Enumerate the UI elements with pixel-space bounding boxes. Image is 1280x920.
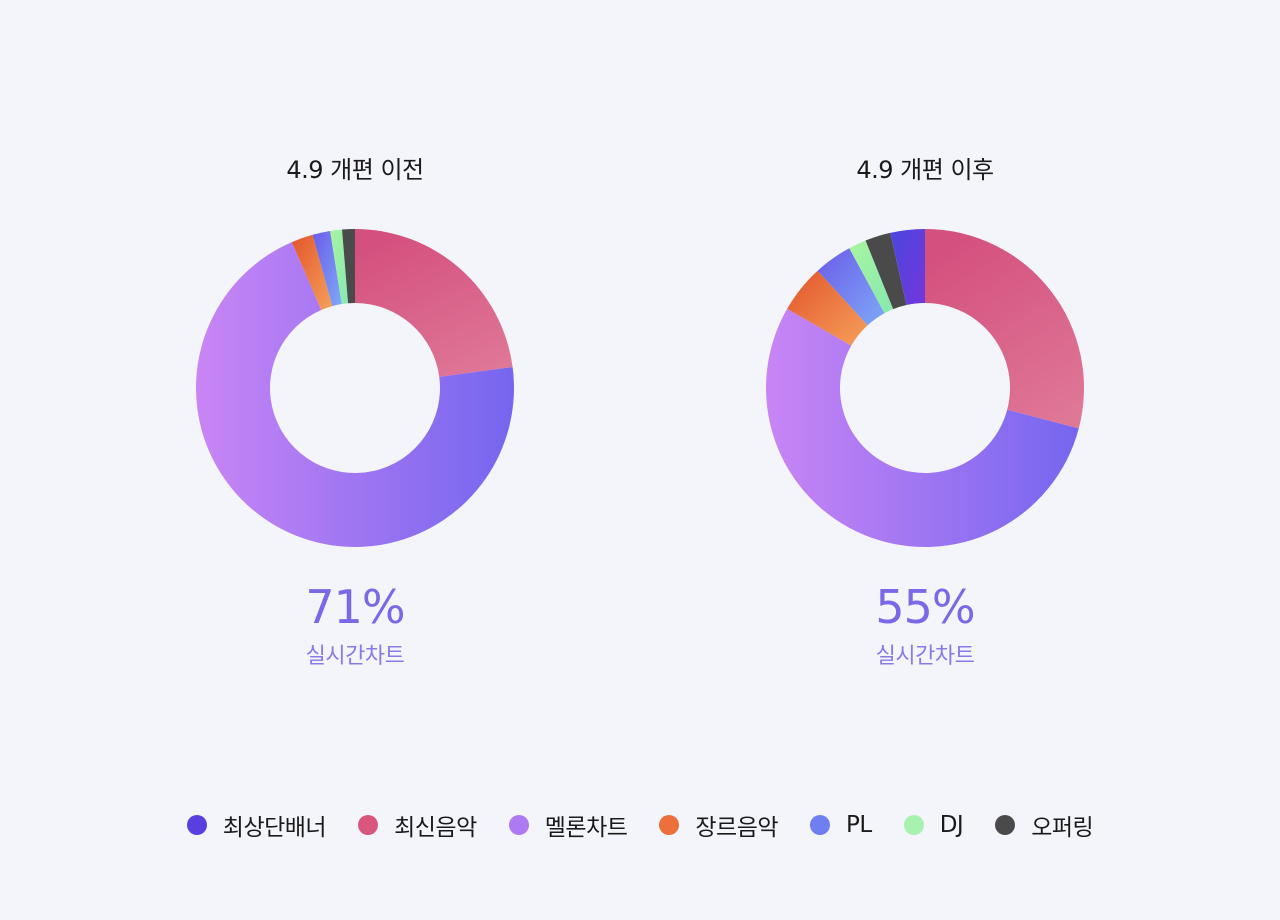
legend-item-offering: 오퍼링 (995, 808, 1094, 842)
chart-title: 4.9 개편 이전 (286, 156, 424, 184)
highlight-percentage: 55% (875, 580, 975, 634)
segment-genre-music (787, 270, 868, 346)
chart-before: 4.9 개편 이전 71% 실시간차트 (175, 150, 535, 670)
segment-top-banner (890, 229, 925, 306)
legend: 최상단배너 최신음악 멜론차트 장르음악 PL DJ 오퍼링 (0, 808, 1280, 842)
highlight-label: 실시간차트 (305, 644, 405, 669)
legend-item-latest-music: 최신음악 (358, 808, 477, 842)
segment-latest-music (355, 229, 513, 377)
legend-dot-icon (810, 815, 831, 835)
segment-genre-music (291, 234, 333, 310)
segment-dj (849, 240, 894, 314)
legend-dot-icon (659, 815, 680, 835)
legend-item-melon-chart: 멜론차트 (508, 808, 628, 842)
legend-item-top-banner: 최상단배너 (186, 808, 327, 842)
segment-melon-chart (195, 242, 514, 547)
segment-melon-chart (766, 308, 1079, 547)
legend-item-genre-music: 장르음악 (659, 808, 779, 842)
legend-dot-icon (358, 815, 379, 835)
chart-after: 4.9 개편 이후 55% 실시간차트 (745, 150, 1105, 670)
segment-offering (865, 232, 907, 310)
legend-dot-icon (903, 815, 924, 835)
donut-chart-before (195, 229, 514, 547)
legend-dot-icon (508, 815, 529, 835)
legend-item-dj: DJ (903, 812, 964, 838)
segment-offering (342, 229, 355, 304)
chart-title: 4.9 개편 이후 (856, 156, 994, 184)
legend-dot-icon (186, 815, 207, 835)
segment-pl (817, 248, 885, 326)
legend-dot-icon (995, 815, 1016, 835)
highlight-percentage: 71% (305, 580, 405, 634)
legend-item-pl: PL (810, 812, 872, 838)
segment-latest-music (925, 229, 1084, 429)
highlight-label: 실시간차트 (875, 644, 975, 669)
segment-pl (312, 230, 342, 307)
donut-chart-after (766, 229, 1084, 547)
segment-dj (330, 229, 349, 305)
